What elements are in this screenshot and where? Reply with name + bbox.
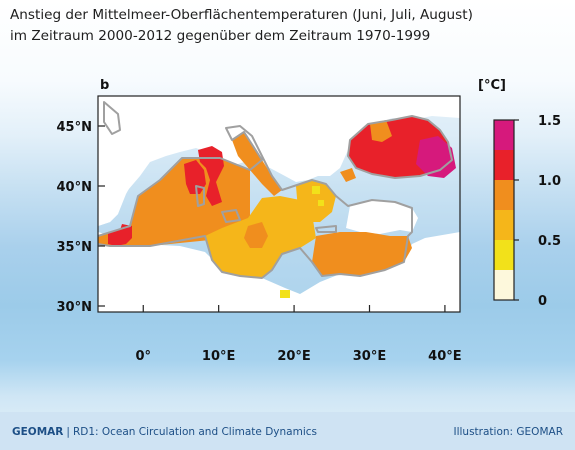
lon-label: 20°E	[277, 349, 310, 364]
lat-label: 40°N	[57, 180, 92, 195]
coastline-crete	[315, 225, 337, 233]
sst-cell-alboran	[108, 224, 132, 246]
lat-label: 35°N	[57, 240, 92, 255]
sst-cell-black-sea-east	[416, 136, 456, 178]
footer-separator: |	[66, 426, 70, 438]
sst-cell-aegean-yellow-1	[312, 186, 320, 194]
title-line-1: Anstieg der Mittelmeer-Oberflächentemper…	[10, 7, 473, 23]
colorbar-bin	[494, 120, 514, 150]
colorbar-bin	[494, 270, 514, 300]
sst-cell-tyrrhenian	[198, 146, 224, 206]
lat-label: 45°N	[57, 120, 92, 135]
colorbar-bin	[494, 210, 514, 240]
colorbar-unit: [°C]	[478, 78, 506, 93]
land-north-africa	[98, 232, 460, 312]
panel-label: b	[100, 78, 109, 93]
sst-cell-libya-yellow	[280, 290, 290, 298]
coastline-sicily	[221, 209, 241, 223]
coastline-black-sea	[347, 115, 453, 179]
land-anatolia	[346, 200, 418, 234]
colorbar-bin	[494, 240, 514, 270]
lon-label: 10°E	[202, 349, 235, 364]
sst-cell-aegean-yellow-2	[318, 200, 324, 206]
sst-cell-sidra	[244, 222, 268, 248]
colorbar: 1.5 1.0 0.5 0	[493, 114, 561, 309]
colorbar-tick-label: 1.5	[538, 114, 561, 129]
colorbar-bin	[494, 180, 514, 210]
coastline-mediterranean	[97, 125, 413, 279]
land-iberia	[98, 150, 140, 226]
colorbar-tick-label: 1.0	[538, 174, 561, 189]
sst-cell-marmara	[340, 168, 356, 182]
footer-left: GEOMAR | RD1: Ocean Circulation and Climat…	[12, 426, 317, 438]
colorbar-frame	[493, 119, 515, 301]
sst-cell-levantine	[312, 232, 412, 276]
map-title: Anstieg der Mittelmeer-Oberflächentemper…	[10, 5, 570, 47]
footer-credit: Illustration: GEOMAR	[453, 426, 564, 438]
coastlines	[97, 101, 453, 279]
coastline-bay-of-biscay	[103, 101, 121, 135]
lon-label: 30°E	[353, 349, 386, 364]
sst-cell-aegean	[296, 180, 336, 222]
title-line-2: im Zeitraum 2000-2012 gegenüber dem Zeit…	[10, 28, 431, 44]
colorbar-bin	[494, 150, 514, 180]
lon-axis: 0° 10°E 20°E 30°E 40°E	[135, 305, 462, 364]
sst-cell-ligurian	[184, 160, 206, 194]
colorbar-tick-label: 0	[538, 294, 547, 309]
colorbar-tick-label: 0.5	[538, 234, 561, 249]
sst-cell-black-sea-nw	[370, 120, 392, 142]
lat-axis: 45°N 40°N 35°N 30°N	[57, 120, 105, 315]
footer-org: GEOMAR	[12, 426, 64, 438]
lon-label: 40°E	[428, 349, 461, 364]
sst-cells	[98, 116, 456, 298]
lon-label: 0°	[135, 349, 151, 364]
coastline-sardinia	[195, 185, 205, 207]
map-frame	[97, 95, 461, 313]
footer-unit: RD1: Ocean Circulation and Climate Dynam…	[72, 426, 317, 438]
footer: GEOMAR | RD1: Ocean Circulation and Climat…	[0, 412, 575, 450]
lat-label: 30°N	[57, 300, 92, 315]
